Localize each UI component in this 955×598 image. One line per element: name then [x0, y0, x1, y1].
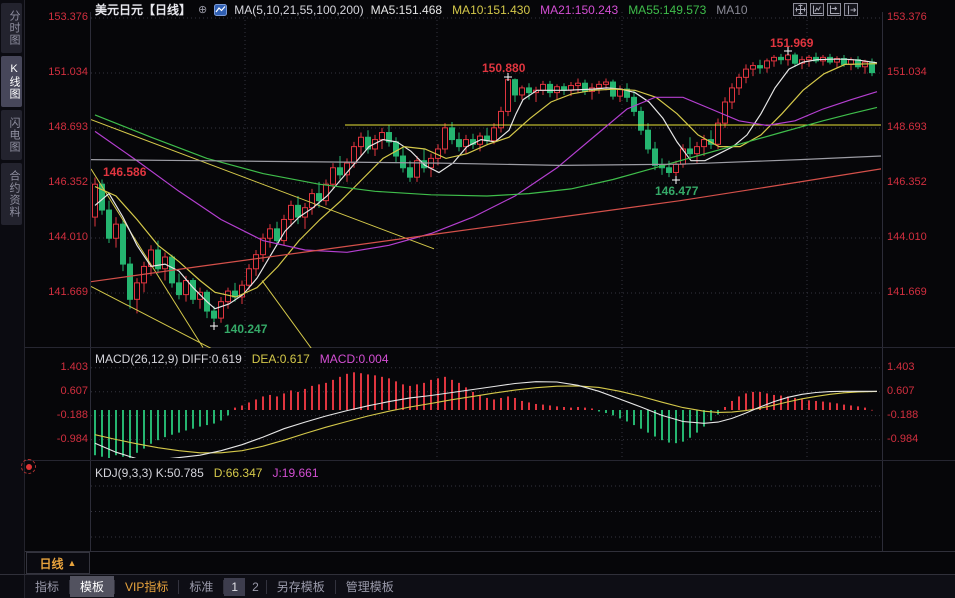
toolbar-tab-VIP指标[interactable]: VIP指标	[125, 580, 169, 594]
main-price-chart[interactable]	[91, 12, 881, 348]
toolbar-tab-2[interactable]: 2	[252, 579, 259, 594]
sidebar-tab-item[interactable]: 闪电图	[1, 110, 22, 160]
y-axis-label: -0.984	[56, 432, 88, 445]
kdj-k-value: K:50.785	[155, 466, 204, 480]
axis-right-icon[interactable]	[827, 3, 841, 16]
macd-macd-value: MACD:0.004	[319, 352, 389, 366]
y-axis-label: 148.693	[887, 121, 927, 133]
kdj-params-label: KDJ(9,3,3)	[95, 466, 153, 480]
compare-add-icon[interactable]: ⊕	[198, 4, 208, 16]
y-axis-label: 0.607	[60, 384, 88, 397]
toolbar-tab-模板[interactable]: 模板	[70, 576, 115, 597]
left-axis-line	[90, 12, 91, 552]
ma-legend-value: MA10:151.430	[452, 2, 531, 17]
toolbar-tab-标准[interactable]: 标准	[189, 580, 214, 594]
toolbar-separator	[114, 579, 116, 594]
separator-main-macd	[25, 347, 955, 348]
ma-legend-value: MA21:150.243	[540, 2, 619, 17]
y-axis-label: 144.010	[887, 231, 927, 243]
toolbar-tab-指标[interactable]: 指标	[35, 580, 60, 594]
price-annotation: 151.969	[770, 36, 814, 50]
y-axis-label: 146.352	[48, 175, 88, 188]
toolbar-tab-另存模板[interactable]: 另存模板	[276, 580, 325, 594]
price-annotation: 140.247	[224, 322, 268, 336]
ma-params-label: MA(5,10,21,55,100,200)	[234, 2, 364, 17]
chart-header: 美元日元 【日线】 ⊕ MA(5,10,21,55,100,200) MA5:15…	[95, 2, 748, 18]
collapse-panel-icon[interactable]	[844, 3, 858, 16]
separator-axis-toolbar	[0, 574, 955, 575]
right-axis-line	[882, 12, 883, 552]
price-annotation: 150.880	[482, 61, 526, 75]
instrument-title: 美元日元	[95, 3, 144, 17]
y-axis-label: 1.403	[887, 360, 915, 373]
sidebar-tab-item[interactable]: 合约资料	[1, 163, 22, 225]
y-axis-label: 151.034	[48, 66, 88, 78]
y-axis-label: -0.188	[887, 408, 919, 421]
period-tag: 【日线】	[143, 3, 192, 17]
price-annotation: 146.477	[655, 184, 699, 198]
sidebar-tab-item[interactable]: 分时图	[1, 3, 22, 53]
kdj-d-value: D:66.347	[213, 466, 263, 480]
chart-window-controls	[793, 3, 858, 16]
left-sidebar: 分时图 K线图闪电图合约资料	[0, 0, 25, 598]
ma-legend-value: MA55:149.573	[628, 2, 707, 17]
y-axis-label: 148.693	[48, 121, 88, 133]
toolbar-separator	[265, 579, 267, 594]
timeframe-selector[interactable]: 日线 ▲	[26, 552, 90, 574]
y-axis-label: 0.607	[887, 384, 915, 397]
ma-legend-value: MA5:151.468	[370, 2, 443, 17]
toolbar-tab-1[interactable]: 1	[224, 577, 246, 596]
indicator-alert-icon[interactable]	[21, 459, 36, 474]
y-axis-label: 153.376	[887, 11, 927, 23]
macd-indicator-chart[interactable]	[91, 348, 881, 458]
macd-pane-header: MACD(26,12,9) DIFF:0.619 DEA:0.617 MACD:…	[95, 352, 389, 366]
separator-macd-kdj	[25, 460, 955, 461]
crosshair-icon[interactable]	[793, 3, 807, 16]
y-axis-label: -0.984	[887, 432, 919, 445]
macd-diff-value: DIFF:0.619	[181, 352, 242, 366]
timeframe-label: 日线	[39, 556, 64, 571]
toolbar-separator	[334, 579, 336, 594]
chart-style-icon[interactable]	[214, 3, 228, 16]
ma-legend: MA5:151.468 MA10:151.430 MA21:150.243 MA55:…	[371, 3, 748, 17]
separator-kdj-axis	[25, 551, 955, 552]
kdj-j-value: J:19.661	[272, 466, 319, 480]
sidebar-tab-active[interactable]: K线图	[1, 56, 22, 107]
y-axis-label: -0.188	[56, 408, 88, 421]
y-axis-label: 144.010	[48, 231, 88, 243]
y-axis-label: 141.669	[48, 285, 88, 298]
bottom-toolbar: 指标 模板 VIP指标 标准 1 2 另存模板 管理模板	[25, 575, 955, 598]
y-axis-label: 141.669	[887, 285, 927, 298]
macd-params-label: MACD(26,12,9)	[95, 352, 179, 366]
ma-legend-value: MA10	[716, 2, 748, 17]
toolbar-separator	[223, 579, 225, 594]
axis-left-icon[interactable]	[810, 3, 824, 16]
macd-dea-value: DEA:0.617	[251, 352, 310, 366]
price-annotation: 146.586	[103, 165, 147, 179]
y-axis-label: 153.376	[48, 11, 88, 23]
kdj-pane-header: KDJ(9,3,3) K:50.785 D:66.347 J:19.661	[95, 466, 319, 480]
toolbar-tab-管理模板[interactable]: 管理模板	[345, 580, 394, 594]
y-axis-label: 146.352	[887, 175, 927, 188]
chevron-up-icon: ▲	[67, 558, 77, 568]
toolbar-separator	[178, 579, 180, 594]
toolbar-separator	[69, 579, 71, 594]
y-axis-label: 1.403	[60, 360, 88, 373]
y-axis-label: 151.034	[887, 66, 927, 78]
